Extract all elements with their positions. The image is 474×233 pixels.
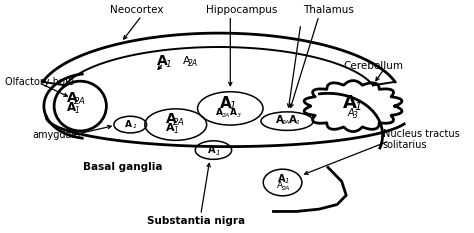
Text: Neocortex: Neocortex xyxy=(110,5,164,15)
Text: Cerebellum: Cerebellum xyxy=(344,61,403,71)
Text: A: A xyxy=(220,96,232,111)
Text: A: A xyxy=(67,91,78,105)
Text: Nucleus tractus
solitarius: Nucleus tractus solitarius xyxy=(383,129,459,151)
Text: A: A xyxy=(166,112,176,126)
Text: A: A xyxy=(276,115,284,125)
Text: Thalamus: Thalamus xyxy=(302,5,354,15)
Text: A: A xyxy=(347,108,354,118)
Text: 3: 3 xyxy=(237,113,241,118)
Text: 1: 1 xyxy=(74,106,80,115)
Text: A: A xyxy=(67,101,76,114)
Text: A: A xyxy=(126,120,132,129)
Text: 1: 1 xyxy=(296,120,300,126)
Text: A: A xyxy=(183,56,191,66)
Text: 2A: 2A xyxy=(188,59,199,68)
Text: 1: 1 xyxy=(132,124,137,129)
Text: 1: 1 xyxy=(229,101,236,111)
Text: A: A xyxy=(278,174,285,184)
Text: 2A: 2A xyxy=(74,97,86,106)
Text: A: A xyxy=(277,182,283,191)
Text: amygdala: amygdala xyxy=(33,130,81,140)
Text: 2A: 2A xyxy=(282,120,291,126)
Text: 1: 1 xyxy=(355,102,362,112)
Text: 2A: 2A xyxy=(222,113,230,118)
Text: A: A xyxy=(157,54,167,68)
Text: A: A xyxy=(289,115,297,125)
Text: Hippocampus: Hippocampus xyxy=(206,5,277,15)
Text: 2A: 2A xyxy=(282,186,291,191)
Text: 1: 1 xyxy=(173,126,178,135)
Text: 1: 1 xyxy=(166,60,172,69)
Text: A: A xyxy=(230,108,237,117)
Text: Olfactory bulb: Olfactory bulb xyxy=(5,77,74,87)
Text: A: A xyxy=(216,108,223,117)
Text: A: A xyxy=(165,123,174,133)
Text: A: A xyxy=(343,94,357,112)
Text: Basal ganglia: Basal ganglia xyxy=(82,162,162,172)
Text: 2A: 2A xyxy=(173,118,184,127)
Text: 3: 3 xyxy=(353,111,358,120)
Text: A: A xyxy=(209,145,216,155)
Text: 1: 1 xyxy=(216,150,220,156)
Text: 1: 1 xyxy=(285,178,289,184)
Text: Substantia nigra: Substantia nigra xyxy=(147,216,245,226)
